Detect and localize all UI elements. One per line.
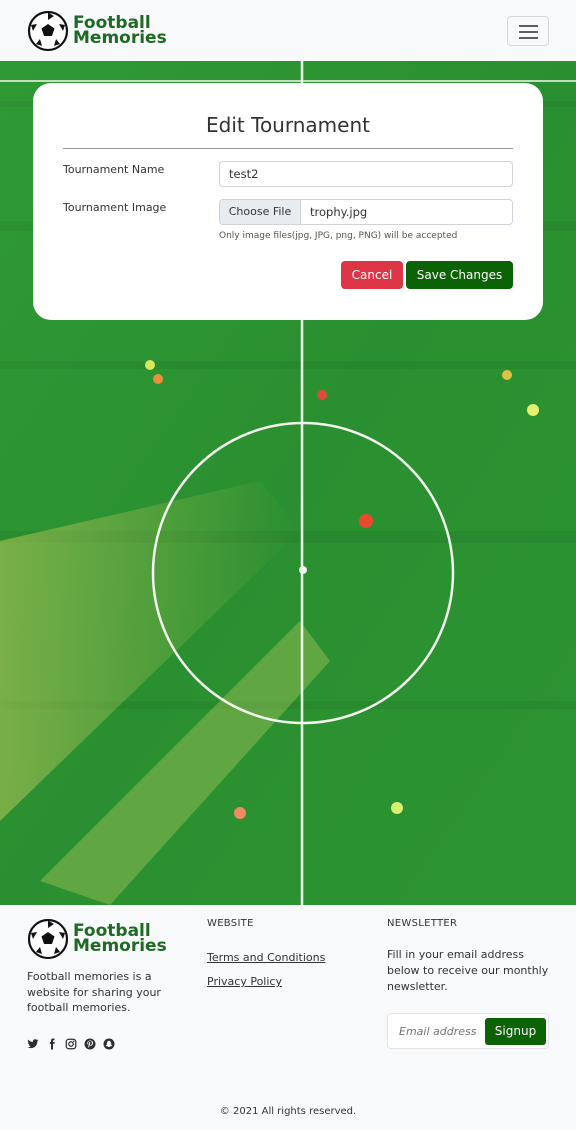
cancel-button[interactable]: Cancel	[341, 261, 403, 289]
tournament-name-value: test2	[229, 167, 259, 181]
footer-brand-line2: Memories	[73, 936, 167, 956]
footer: Football Memories Football memories is a…	[0, 905, 576, 1130]
social-links	[27, 1038, 115, 1050]
file-name: trophy.jpg	[310, 205, 368, 219]
choose-file-button[interactable]: Choose File	[220, 200, 301, 224]
footer-brand-line1: Football	[73, 921, 151, 941]
instagram-icon[interactable]	[65, 1038, 77, 1050]
soccer-ball-icon	[28, 919, 68, 959]
tournament-name-label: Tournament Name	[63, 163, 165, 176]
footer-description: Football memories is a website for shari…	[27, 970, 161, 1014]
facebook-icon[interactable]	[46, 1038, 58, 1050]
brand-line2: Memories	[73, 28, 167, 48]
brand-text: Football Memories	[73, 13, 167, 48]
title-divider	[63, 148, 513, 149]
privacy-link[interactable]: Privacy Policy	[207, 975, 282, 988]
brand-logo[interactable]: Football Memories	[28, 11, 167, 51]
twitter-icon[interactable]	[27, 1038, 39, 1050]
newsletter-heading: NEWSLETTER	[387, 918, 458, 929]
hamburger-icon	[519, 25, 538, 27]
newsletter-description: Fill in your email address below to rece…	[387, 948, 549, 993]
navbar: Football Memories	[0, 0, 576, 61]
signup-button[interactable]: Signup	[485, 1018, 546, 1045]
tournament-name-input[interactable]: test2	[219, 161, 513, 187]
save-changes-button[interactable]: Save Changes	[406, 261, 513, 289]
email-input[interactable]	[392, 1018, 482, 1044]
footer-brand-logo[interactable]: Football Memories	[28, 919, 167, 959]
newsletter-form: Signup	[387, 1013, 549, 1049]
players	[145, 360, 539, 819]
footer-brand-text: Football Memories	[73, 921, 167, 956]
snapchat-icon[interactable]	[103, 1038, 115, 1050]
pinterest-icon[interactable]	[84, 1038, 96, 1050]
page-title: Edit Tournament	[206, 113, 370, 137]
brand-line1: Football	[73, 13, 151, 33]
edit-tournament-card: Edit Tournament Tournament Name test2 To…	[33, 83, 543, 320]
tournament-image-label: Tournament Image	[63, 201, 167, 214]
website-heading: WEBSITE	[207, 918, 254, 929]
copyright: © 2021 All rights reserved.	[219, 1106, 357, 1117]
soccer-ball-icon	[28, 11, 68, 51]
tournament-image-input[interactable]: Choose File trophy.jpg	[219, 199, 513, 225]
terms-link[interactable]: Terms and Conditions	[207, 951, 326, 964]
file-type-hint: Only image files(jpg, JPG, png, PNG) wil…	[219, 231, 458, 241]
menu-toggle-button[interactable]	[507, 16, 549, 46]
